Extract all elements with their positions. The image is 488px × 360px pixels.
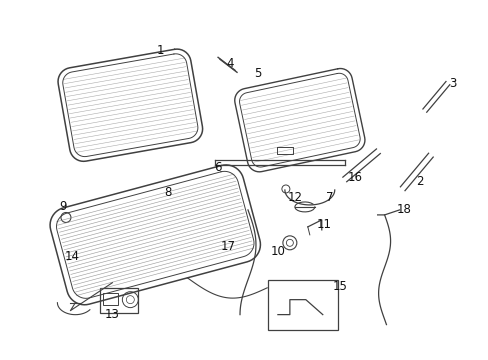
Text: 8: 8 <box>164 186 172 199</box>
Text: 4: 4 <box>226 57 233 70</box>
Bar <box>267 280 337 329</box>
Text: 2: 2 <box>415 175 423 189</box>
Text: 17: 17 <box>220 240 235 253</box>
Text: 18: 18 <box>396 203 411 216</box>
Text: 1: 1 <box>156 44 163 57</box>
Text: 12: 12 <box>287 192 302 204</box>
Text: 6: 6 <box>214 161 222 174</box>
Bar <box>100 288 138 312</box>
Bar <box>103 293 118 305</box>
Text: 5: 5 <box>254 67 261 80</box>
Text: 16: 16 <box>346 171 362 184</box>
Text: 13: 13 <box>105 308 120 321</box>
Text: 3: 3 <box>448 77 455 90</box>
Text: 7: 7 <box>325 192 333 204</box>
Text: 14: 14 <box>65 250 80 263</box>
Text: 15: 15 <box>332 280 346 293</box>
Text: 10: 10 <box>270 245 285 258</box>
Text: 11: 11 <box>316 219 330 231</box>
Text: 9: 9 <box>59 201 66 213</box>
